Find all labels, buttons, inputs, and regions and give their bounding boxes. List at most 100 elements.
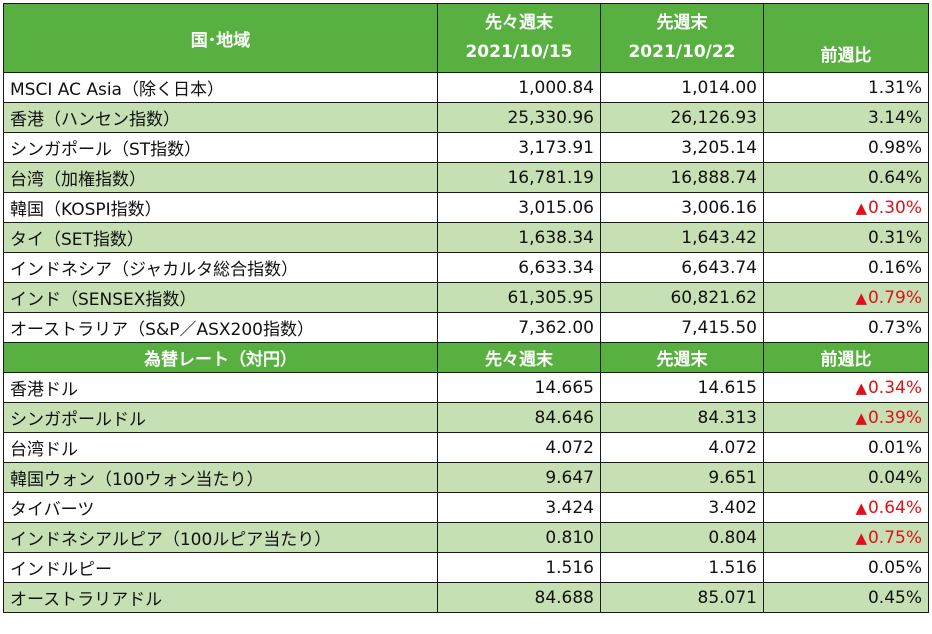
fx-prev-cell: 14.665	[437, 372, 601, 403]
fx-prev-week-header: 先々週末	[437, 342, 601, 373]
fx-change-header: 前週比	[763, 342, 929, 373]
index-rows: MSCI AC Asia（除く日本） 1,000.84 1,014.00 1.31% 香…	[3, 72, 929, 343]
index-prev-cell: 1,638.34	[437, 222, 601, 253]
last-week-date: 2021/10/22	[628, 42, 736, 62]
index-curr-value: 26,126.93	[670, 107, 757, 128]
fx-last-week-header: 先週末	[600, 342, 764, 373]
index-change-cell: 0.64%	[763, 162, 929, 193]
table-row: オーストラリアドル 84.688 85.071 0.45%	[3, 582, 929, 613]
fx-curr-cell: 0.804	[600, 522, 764, 553]
fx-rows: 香港ドル 14.665 14.615 ▲0.34% シンガポールドル 84.646 84.3…	[3, 372, 929, 613]
table-row: インドネシアルピア（100ルピア当たり） 0.810 0.804 ▲0.75%	[3, 522, 929, 553]
fx-change-cell: 0.05%	[763, 552, 929, 583]
fx-name-value: 韓国ウォン（100ウォン当たり）	[10, 470, 264, 490]
last-week-label: 先週末	[656, 13, 708, 33]
fx-curr-value: 9.651	[708, 467, 757, 488]
fx-change-value: 0.45%	[867, 587, 922, 608]
table-row: インド（SENSEX指数） 61,305.95 60,821.62 ▲0.79%	[3, 282, 929, 313]
fx-prev-value: 14.665	[534, 377, 594, 398]
index-name-value: 韓国（KOSPI指数）	[10, 200, 162, 220]
index-name-value: MSCI AC Asia（除く日本）	[10, 80, 224, 100]
index-curr-cell: 7,415.50	[600, 312, 764, 343]
fx-name-value: インドネシアルピア（100ルピア当たり）	[10, 530, 332, 550]
index-curr-cell: 16,888.74	[600, 162, 764, 193]
up-triangle-icon: ▲	[855, 408, 867, 427]
index-name-cell: 台湾（加権指数）	[3, 162, 438, 193]
fx-curr-value: 14.615	[697, 377, 757, 398]
fx-name-value: シンガポールドル	[10, 410, 146, 430]
fx-prev-cell: 84.646	[437, 402, 601, 433]
table-row: 韓国ウォン（100ウォン当たり） 9.647 9.651 0.04%	[3, 462, 929, 493]
index-name-value: 香港（ハンセン指数）	[10, 110, 180, 130]
index-change-value: 0.30%	[867, 197, 922, 218]
index-prev-value: 3,015.06	[518, 197, 594, 218]
prev-week-date: 2021/10/15	[465, 42, 573, 62]
fx-change-cell: ▲0.39%	[763, 402, 929, 433]
fx-curr-cell: 1.516	[600, 552, 764, 583]
fx-prev-value: 1.516	[545, 557, 594, 578]
index-change-value: 0.16%	[867, 257, 922, 278]
table-row: タイ（SET指数） 1,638.34 1,643.42 0.31%	[3, 222, 929, 253]
index-name-cell: 韓国（KOSPI指数）	[3, 192, 438, 223]
index-prev-value: 1,638.34	[518, 227, 594, 248]
index-curr-value: 1,014.00	[681, 77, 757, 98]
fx-curr-cell: 14.615	[600, 372, 764, 403]
index-name-cell: タイ（SET指数）	[3, 222, 438, 253]
index-name-value: 台湾（加権指数）	[10, 170, 146, 190]
index-curr-cell: 1,643.42	[600, 222, 764, 253]
index-prev-value: 3,173.91	[518, 137, 594, 158]
prev-week-label: 先々週末	[485, 13, 553, 33]
up-triangle-icon: ▲	[855, 288, 867, 307]
index-prev-cell: 3,015.06	[437, 192, 601, 223]
index-curr-value: 16,888.74	[670, 167, 757, 188]
index-prev-value: 6,633.34	[518, 257, 594, 278]
index-change-cell: 3.14%	[763, 102, 929, 133]
fx-name-value: オーストラリアドル	[10, 590, 163, 610]
fx-curr-value: 85.071	[697, 587, 757, 608]
index-change-cell: 0.73%	[763, 312, 929, 343]
fx-change-value: 0.04%	[867, 467, 922, 488]
fx-change-cell: ▲0.64%	[763, 492, 929, 523]
fx-curr-value: 0.804	[708, 527, 757, 548]
fx-curr-cell: 4.072	[600, 432, 764, 463]
index-name-cell: インドネシア（ジャカルタ総合指数）	[3, 252, 438, 283]
index-change-cell: ▲0.79%	[763, 282, 929, 313]
section2-header-row: 為替レート（対円） 先々週末 先週末 前週比	[3, 342, 929, 373]
index-change-value: 1.31%	[867, 77, 922, 98]
fx-prev-value: 84.688	[534, 587, 594, 608]
prev-week-header: 先々週末 2021/10/15	[437, 3, 601, 73]
table-row: オーストラリア（S&P／ASX200指数） 7,362.00 7,415.50 0.7…	[3, 312, 929, 343]
table-row: 香港ドル 14.665 14.615 ▲0.34%	[3, 372, 929, 403]
fx-name-value: タイバーツ	[10, 500, 95, 520]
table-row: 台湾ドル 4.072 4.072 0.01%	[3, 432, 929, 463]
index-change-value: 0.79%	[867, 287, 922, 308]
index-curr-cell: 3,006.16	[600, 192, 764, 223]
fx-prev-value: 0.810	[545, 527, 594, 548]
index-name-value: インドネシア（ジャカルタ総合指数）	[10, 260, 299, 280]
index-change-value: 0.73%	[867, 317, 922, 338]
fx-change-cell: 0.45%	[763, 582, 929, 613]
fx-name-cell: 韓国ウォン（100ウォン当たり）	[3, 462, 438, 493]
fx-name-cell: 香港ドル	[3, 372, 438, 403]
index-curr-cell: 26,126.93	[600, 102, 764, 133]
fx-prev-cell: 0.810	[437, 522, 601, 553]
last-week-header: 先週末 2021/10/22	[600, 3, 764, 73]
fx-prev-cell: 84.688	[437, 582, 601, 613]
change-header: 前週比	[763, 3, 929, 73]
fx-name-cell: インドルピー	[3, 552, 438, 583]
fx-curr-value: 84.313	[697, 407, 757, 428]
fx-change-value: 0.75%	[867, 527, 922, 548]
fx-prev-value: 3.424	[545, 497, 594, 518]
index-prev-cell: 16,781.19	[437, 162, 601, 193]
fx-prev-cell: 3.424	[437, 492, 601, 523]
fx-prev-cell: 9.647	[437, 462, 601, 493]
index-curr-value: 7,415.50	[681, 317, 757, 338]
index-name-cell: 香港（ハンセン指数）	[3, 102, 438, 133]
index-change-cell: ▲0.30%	[763, 192, 929, 223]
index-curr-value: 6,643.74	[681, 257, 757, 278]
fx-prev-cell: 1.516	[437, 552, 601, 583]
fx-curr-value: 1.516	[708, 557, 757, 578]
up-triangle-icon: ▲	[855, 528, 867, 547]
fx-curr-value: 3.402	[708, 497, 757, 518]
index-curr-value: 3,006.16	[681, 197, 757, 218]
